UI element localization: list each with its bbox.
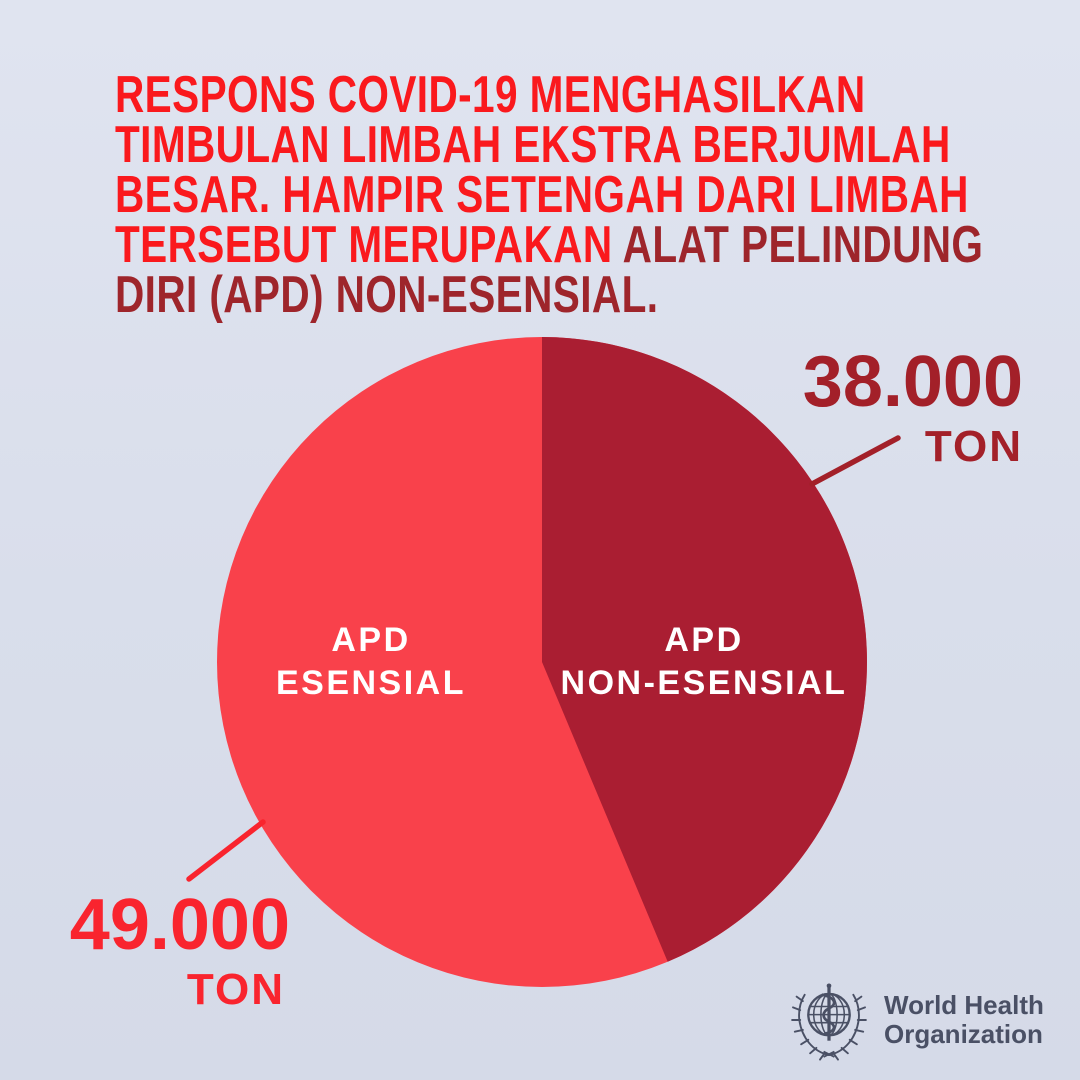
callout-non-esensial: 38.000 TON <box>803 346 1023 469</box>
callout-unit: TON <box>186 965 285 1014</box>
headline-emphasis-text: DIRI (APD) NON-ESENSIAL. <box>115 266 659 324</box>
callout-value: 38.000 <box>802 342 1023 422</box>
pie-label-line: NON-ESENSIAL <box>560 664 848 702</box>
pie-label-line: APD <box>664 621 744 659</box>
headline-text: RESPONS COVID-19 MENGHASILKAN <box>115 66 866 124</box>
who-logo-line1: World Health <box>884 990 1044 1020</box>
headline-line: TIMBULAN LIMBAH EKSTRA BERJUMLAH <box>115 119 983 171</box>
callout-value: 49.000 <box>69 885 290 965</box>
headline-line: RESPONS COVID-19 MENGHASILKAN <box>115 69 983 121</box>
pie-label-line: ESENSIAL <box>275 664 467 702</box>
callout-esensial: 49.000 TON <box>52 889 290 1012</box>
headline-line: DIRI (APD) NON-ESENSIAL. <box>115 269 983 321</box>
who-logo-text: World Health Organization <box>884 991 1044 1049</box>
pie-label-line: APD <box>331 621 411 659</box>
who-emblem-icon <box>791 983 867 1061</box>
headline-line: BESAR. HAMPIR SETENGAH DARI LIMBAH <box>115 169 983 221</box>
headline-text: TIMBULAN LIMBAH EKSTRA BERJUMLAH <box>115 116 951 174</box>
who-logo-line2: Organization <box>884 1019 1043 1049</box>
headline-line: TERSEBUT MERUPAKAN ALAT PELINDUNG <box>115 219 983 271</box>
headline-emphasis-text: ALAT PELINDUNG <box>622 216 984 274</box>
headline: RESPONS COVID-19 MENGHASILKAN TIMBULAN L… <box>115 69 983 321</box>
leader-line-non-esensial <box>809 435 901 487</box>
leader-line-esensial <box>186 819 266 882</box>
pie-slice-non-esensial <box>542 337 867 962</box>
headline-text: BESAR. HAMPIR SETENGAH DARI LIMBAH <box>115 166 969 224</box>
headline-text: TERSEBUT MERUPAKAN <box>115 216 623 274</box>
pie-label-non-esensial: APD NON-ESENSIAL <box>544 619 864 705</box>
who-logo: World Health Organization <box>784 975 1044 1065</box>
pie-label-esensial: APD ESENSIAL <box>211 619 531 705</box>
callout-unit: TON <box>924 422 1023 471</box>
